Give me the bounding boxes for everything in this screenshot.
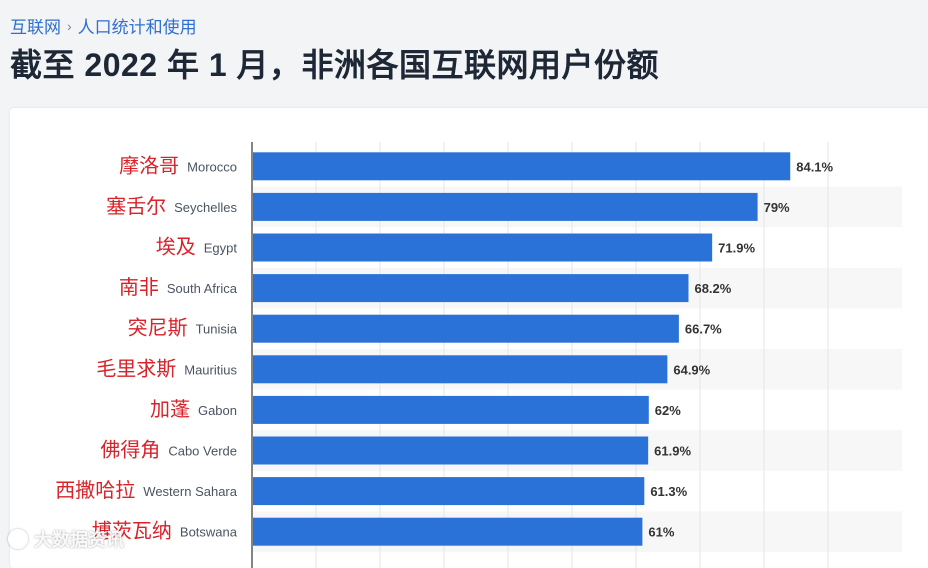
bar-egypt[interactable] xyxy=(253,233,713,262)
bar-mauritius[interactable] xyxy=(253,355,668,384)
category-label-en: Mauritius xyxy=(184,362,237,377)
category-label-en: Tunisia xyxy=(196,322,238,337)
breadcrumb-separator: › xyxy=(67,17,72,34)
category-label-cn: 塞舌尔 xyxy=(106,194,166,218)
watermark-text: 大数据资讯 xyxy=(34,530,124,550)
watermark: 大数据资讯 xyxy=(8,526,124,552)
category-label-en: Morocco xyxy=(187,159,237,174)
category-label-cn: 博茨瓦纳 xyxy=(92,519,172,543)
bar-cabo-verde[interactable] xyxy=(253,436,649,465)
category-label-cn: 佛得角 xyxy=(100,438,160,462)
category-label-cn: 毛里求斯 xyxy=(96,356,176,380)
page-title: 截至 2022 年 1 月，非洲各国互联网用户份额 xyxy=(10,47,660,83)
bar-tunisia[interactable] xyxy=(253,314,679,343)
category-label-en: Seychelles xyxy=(174,200,237,215)
category-label-cn: 南非 xyxy=(119,275,159,299)
bar-gabon[interactable] xyxy=(253,395,649,424)
bar-morocco[interactable] xyxy=(253,152,791,181)
category-label-cn: 埃及 xyxy=(156,235,196,259)
watermark-logo-icon xyxy=(8,529,28,549)
breadcrumb: 互联网 › 人口统计和使用 xyxy=(10,13,197,38)
data-label: 84.1% xyxy=(796,159,833,174)
category-label-cn: 摩洛哥 xyxy=(119,153,179,177)
data-label: 66.7% xyxy=(685,322,722,337)
data-label: 64.9% xyxy=(673,362,710,377)
data-label: 61% xyxy=(648,525,674,540)
category-label-en: Botswana xyxy=(180,525,238,540)
breadcrumb-item-internet[interactable]: 互联网 xyxy=(10,18,61,37)
bar-seychelles[interactable] xyxy=(253,192,758,221)
bar-botswana[interactable] xyxy=(253,517,643,546)
data-label: 71.9% xyxy=(718,241,755,256)
data-label: 68.2% xyxy=(694,281,731,296)
data-label: 61.3% xyxy=(650,484,687,499)
category-label-cn: 突尼斯 xyxy=(128,316,188,340)
bar-western-sahara[interactable] xyxy=(253,477,645,506)
bar-chart: Morocco 摩洛哥 84.1% Seychelles 塞舌尔 79% Egypt 埃及 71… xyxy=(55,142,902,568)
category-label-cn: 西撒哈拉 xyxy=(55,478,135,502)
data-label: 79% xyxy=(764,200,790,215)
bar-south-africa[interactable] xyxy=(253,274,689,303)
category-label-en: Egypt xyxy=(204,241,238,256)
category-label-en: Western Sahara xyxy=(143,484,237,499)
data-label: 62% xyxy=(655,403,681,418)
category-label-en: South Africa xyxy=(167,281,238,296)
category-label-en: Cabo Verde xyxy=(168,444,237,459)
category-label-en: Gabon xyxy=(198,403,237,418)
chart-card: Morocco 摩洛哥 84.1% Seychelles 塞舌尔 79% Egypt 埃及 71… xyxy=(10,108,928,568)
breadcrumb-item-demographics[interactable]: 人口统计和使用 xyxy=(77,18,197,37)
data-label: 61.9% xyxy=(654,444,691,459)
category-label-cn: 加蓬 xyxy=(150,397,190,421)
